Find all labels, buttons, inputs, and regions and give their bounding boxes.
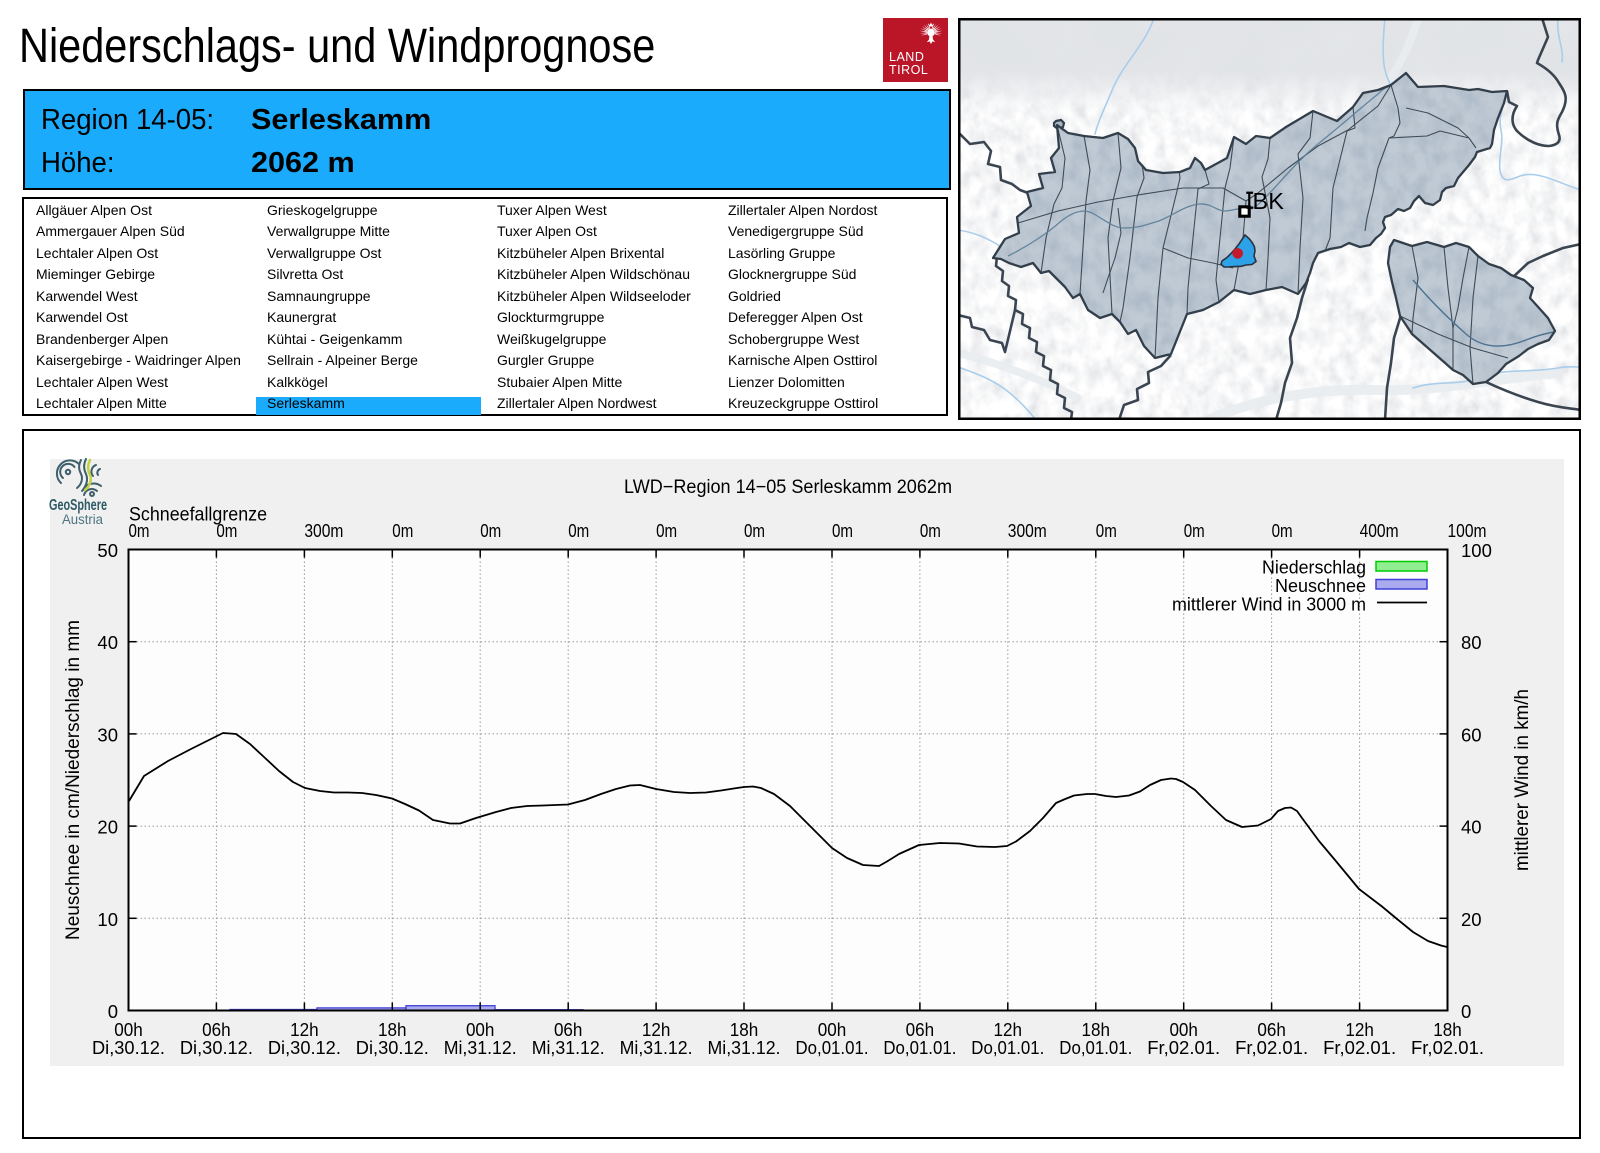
svg-text:30: 30 bbox=[97, 724, 118, 745]
svg-text:12h: 12h bbox=[1345, 1019, 1374, 1040]
svg-text:Do,01.01.: Do,01.01. bbox=[796, 1037, 869, 1058]
svg-text:Schneefallgrenze: Schneefallgrenze bbox=[129, 504, 267, 526]
svg-text:50: 50 bbox=[97, 540, 118, 561]
svg-text:Fr,02.01.: Fr,02.01. bbox=[1147, 1037, 1220, 1058]
svg-text:20: 20 bbox=[1461, 909, 1482, 930]
svg-text:Mi,31.12.: Mi,31.12. bbox=[620, 1037, 693, 1058]
svg-text:Neuschnee in cm/Niederschlag i: Neuschnee in cm/Niederschlag in mm bbox=[62, 620, 84, 940]
svg-text:300m: 300m bbox=[1008, 520, 1047, 541]
svg-text:0m: 0m bbox=[568, 520, 589, 541]
svg-text:06h: 06h bbox=[202, 1019, 231, 1040]
svg-text:Fr,02.01.: Fr,02.01. bbox=[1235, 1037, 1308, 1058]
svg-text:Do,01.01.: Do,01.01. bbox=[883, 1037, 956, 1058]
svg-text:00h: 00h bbox=[114, 1019, 143, 1040]
svg-text:100: 100 bbox=[1461, 540, 1492, 561]
svg-text:0m: 0m bbox=[480, 520, 501, 541]
svg-text:LWD−Region 14−05 Serleskamm 20: LWD−Region 14−05 Serleskamm 2062m bbox=[624, 476, 952, 498]
svg-text:12h: 12h bbox=[994, 1019, 1023, 1040]
svg-text:Di,30.12.: Di,30.12. bbox=[92, 1037, 165, 1058]
svg-text:mittlerer Wind in 3000 m: mittlerer Wind in 3000 m bbox=[1172, 594, 1366, 615]
svg-text:Fr,02.01.: Fr,02.01. bbox=[1411, 1037, 1484, 1058]
svg-text:Do,01.01.: Do,01.01. bbox=[1059, 1037, 1132, 1058]
svg-text:0m: 0m bbox=[1184, 520, 1205, 541]
svg-text:12h: 12h bbox=[642, 1019, 671, 1040]
svg-text:mittlerer Wind in km/h: mittlerer Wind in km/h bbox=[1511, 689, 1533, 871]
svg-text:0: 0 bbox=[1461, 1001, 1471, 1022]
svg-text:00h: 00h bbox=[818, 1019, 847, 1040]
svg-text:Di,30.12.: Di,30.12. bbox=[356, 1037, 429, 1058]
svg-text:12h: 12h bbox=[290, 1019, 319, 1040]
svg-text:00h: 00h bbox=[1169, 1019, 1198, 1040]
svg-text:Mi,31.12.: Mi,31.12. bbox=[532, 1037, 605, 1058]
svg-text:06h: 06h bbox=[1257, 1019, 1286, 1040]
svg-text:0m: 0m bbox=[656, 520, 677, 541]
svg-text:Mi,31.12.: Mi,31.12. bbox=[708, 1037, 781, 1058]
svg-text:0m: 0m bbox=[744, 520, 765, 541]
svg-text:0m: 0m bbox=[1272, 520, 1293, 541]
svg-text:80: 80 bbox=[1461, 632, 1482, 653]
svg-text:Neuschnee: Neuschnee bbox=[1275, 575, 1366, 596]
svg-text:18h: 18h bbox=[730, 1019, 759, 1040]
svg-text:Di,30.12.: Di,30.12. bbox=[268, 1037, 341, 1058]
svg-text:06h: 06h bbox=[554, 1019, 583, 1040]
svg-text:0m: 0m bbox=[1096, 520, 1117, 541]
svg-text:0: 0 bbox=[108, 1001, 118, 1022]
svg-text:Do,01.01.: Do,01.01. bbox=[971, 1037, 1044, 1058]
svg-text:Mi,31.12.: Mi,31.12. bbox=[444, 1037, 517, 1058]
svg-text:0m: 0m bbox=[832, 520, 853, 541]
svg-text:0m: 0m bbox=[392, 520, 413, 541]
svg-text:18h: 18h bbox=[378, 1019, 407, 1040]
svg-text:Austria: Austria bbox=[62, 512, 103, 527]
svg-text:06h: 06h bbox=[906, 1019, 935, 1040]
svg-text:0m: 0m bbox=[920, 520, 941, 541]
svg-text:20: 20 bbox=[97, 817, 118, 838]
svg-text:40: 40 bbox=[97, 632, 118, 653]
svg-text:Fr,02.01.: Fr,02.01. bbox=[1323, 1037, 1396, 1058]
svg-text:0m: 0m bbox=[129, 520, 150, 541]
svg-text:18h: 18h bbox=[1082, 1019, 1111, 1040]
svg-text:GeoSphere: GeoSphere bbox=[49, 497, 107, 514]
svg-text:00h: 00h bbox=[466, 1019, 495, 1040]
svg-text:0m: 0m bbox=[216, 520, 237, 541]
svg-text:10: 10 bbox=[97, 909, 118, 930]
svg-text:100m: 100m bbox=[1448, 520, 1487, 541]
svg-text:Niederschlag: Niederschlag bbox=[1262, 557, 1366, 578]
svg-text:40: 40 bbox=[1461, 817, 1482, 838]
svg-text:Di,30.12.: Di,30.12. bbox=[180, 1037, 253, 1058]
svg-text:18h: 18h bbox=[1433, 1019, 1462, 1040]
svg-text:60: 60 bbox=[1461, 724, 1482, 745]
svg-text:300m: 300m bbox=[304, 520, 343, 541]
svg-text:400m: 400m bbox=[1360, 520, 1399, 541]
